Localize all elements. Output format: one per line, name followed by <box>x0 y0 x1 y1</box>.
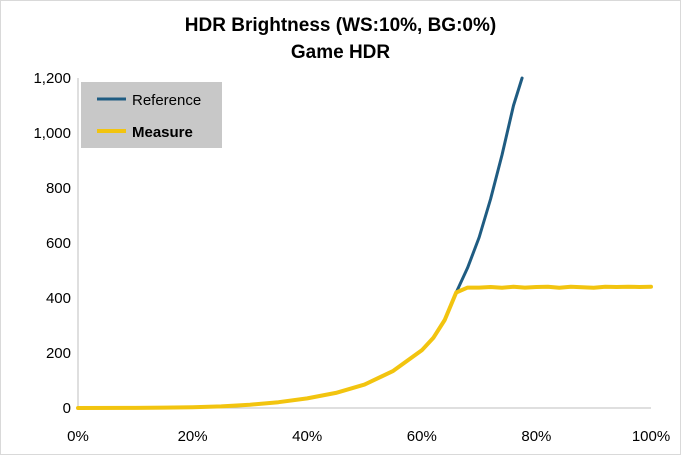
x-tick-label: 60% <box>407 428 437 445</box>
y-tick-label: 1,000 <box>33 125 71 142</box>
y-tick-label: 0 <box>63 400 71 417</box>
x-tick-label: 80% <box>521 428 551 445</box>
y-tick-label: 1,200 <box>33 70 71 87</box>
x-tick-labels: 0% 20% 40% 60% 80% 100% <box>67 428 670 445</box>
series-lines <box>76 76 653 410</box>
y-tick-label: 800 <box>46 180 71 197</box>
x-tick-label: 0% <box>67 428 89 445</box>
legend-label-reference: Reference <box>132 92 201 109</box>
x-tick-label: 40% <box>292 428 322 445</box>
y-tick-label: 600 <box>46 235 71 252</box>
y-tick-labels: 0 200 400 600 800 1,000 1,200 <box>33 70 71 417</box>
y-tick-label: 200 <box>46 345 71 362</box>
x-tick-label: 100% <box>632 428 670 445</box>
legend-label-measure: Measure <box>132 124 193 141</box>
y-tick-label: 400 <box>46 290 71 307</box>
chart-title: HDR Brightness (WS:10%, BG:0%) <box>184 15 497 36</box>
series-line-measure <box>76 284 653 410</box>
chart-subtitle: Game HDR <box>290 42 391 63</box>
x-tick-label: 20% <box>178 428 208 445</box>
legend: Reference Measure <box>81 82 222 148</box>
legend-background <box>81 82 222 148</box>
